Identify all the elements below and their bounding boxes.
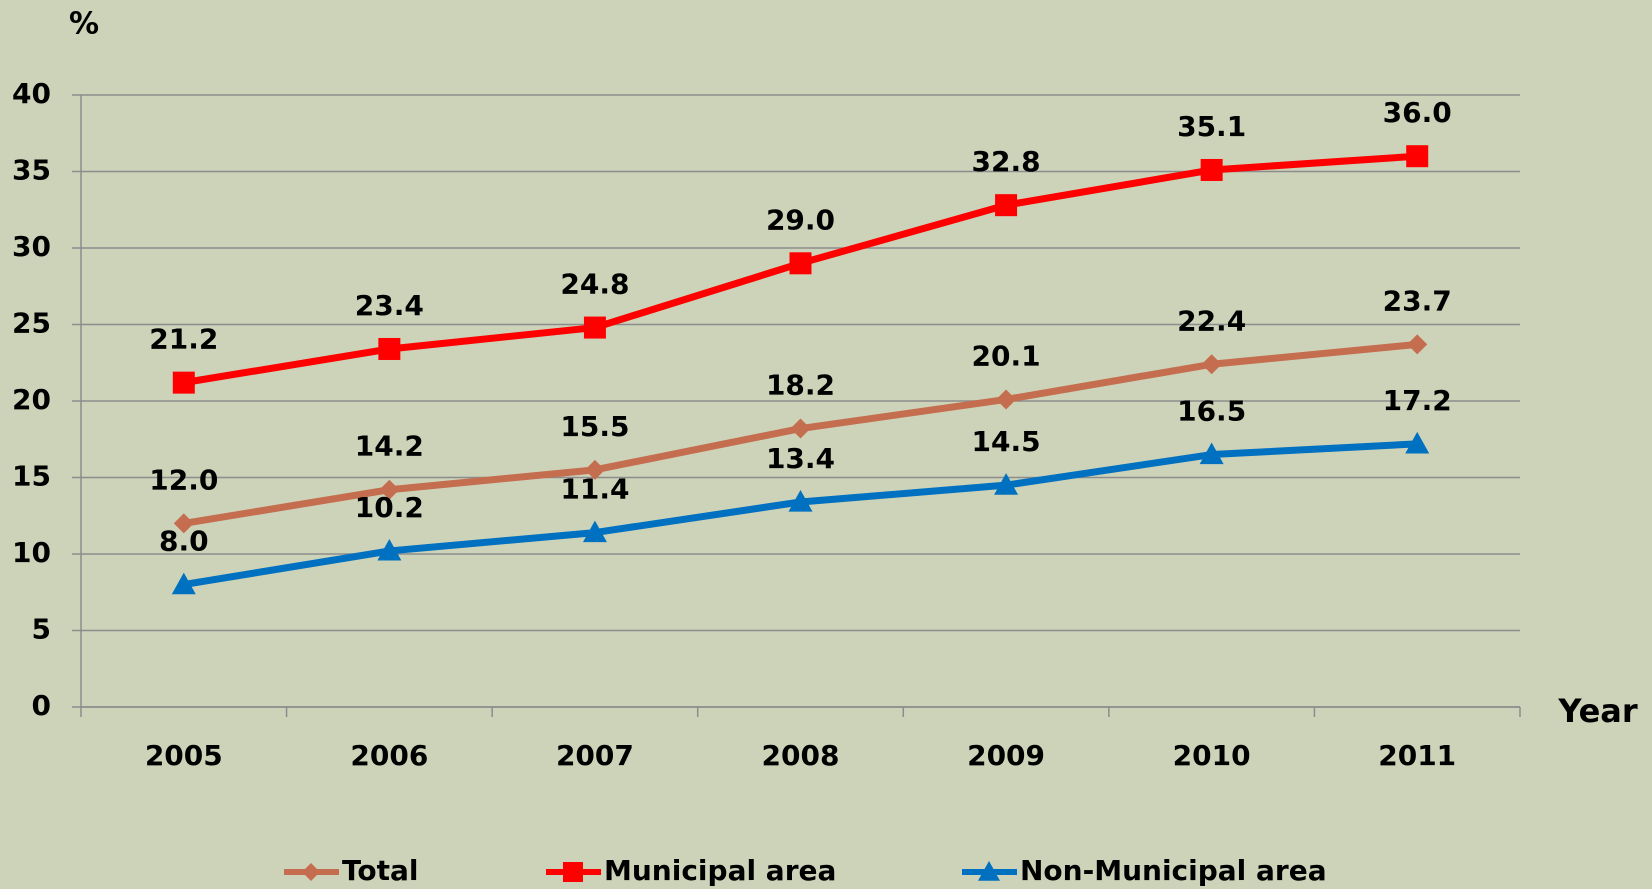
data-point: [583, 316, 606, 339]
y-axis-label: %: [69, 7, 99, 42]
data-point: [789, 252, 812, 275]
legend-marker: [302, 863, 320, 881]
data-label: 35.1: [1177, 110, 1246, 143]
data-point: [788, 489, 813, 512]
x-tick-label: 2011: [1378, 739, 1456, 772]
x-tick-label: 2005: [145, 739, 223, 772]
legend-marker: [563, 862, 583, 882]
data-point: [995, 194, 1018, 217]
y-tick-label: 10: [12, 536, 51, 569]
data-point: [1199, 442, 1224, 465]
data-label: 16.5: [1177, 395, 1246, 428]
data-label: 29.0: [766, 203, 835, 236]
data-label: 21.2: [149, 323, 218, 356]
legend-label: Non-Municipal area: [1020, 854, 1327, 887]
x-tick-label: 2010: [1173, 739, 1251, 772]
y-tick-label: 30: [12, 230, 51, 263]
y-tick-label: 35: [12, 154, 51, 187]
data-label: 17.2: [1383, 384, 1452, 417]
x-axis-label: Year: [1557, 692, 1638, 730]
data-label: 24.8: [560, 268, 629, 301]
data-point: [172, 371, 195, 394]
y-tick-label: 40: [12, 77, 51, 110]
data-label: 20.1: [972, 339, 1041, 372]
data-point: [1201, 354, 1222, 375]
data-label: 12.0: [149, 463, 218, 496]
data-label: 14.5: [972, 425, 1041, 458]
data-point: [378, 337, 401, 360]
data-label: 8.0: [159, 525, 209, 558]
data-point: [582, 520, 607, 543]
data-point: [171, 572, 196, 595]
x-tick-label: 2008: [762, 739, 840, 772]
y-tick-label: 25: [12, 307, 51, 340]
y-tick-label: 15: [12, 460, 51, 493]
data-point: [996, 389, 1017, 410]
data-point: [173, 513, 194, 534]
data-point: [379, 479, 400, 500]
data-label: 32.8: [972, 145, 1041, 178]
data-label: 10.2: [355, 491, 424, 524]
legend-label: Municipal area: [604, 854, 836, 887]
y-tick-label: 0: [32, 689, 51, 722]
data-label: 22.4: [1177, 304, 1246, 337]
data-label: 23.7: [1383, 284, 1452, 317]
data-point: [994, 473, 1019, 495]
data-label: 18.2: [766, 369, 835, 402]
data-label: 13.4: [766, 442, 835, 475]
data-label: 23.4: [355, 289, 424, 322]
legend-label: Total: [342, 854, 419, 887]
data-label: 11.4: [560, 473, 629, 506]
x-tick-label: 2007: [556, 739, 634, 772]
data-label: 14.2: [355, 430, 424, 463]
data-point: [584, 459, 605, 480]
data-label: 36.0: [1383, 96, 1452, 129]
legend-marker: [978, 861, 1000, 881]
data-point: [1405, 431, 1430, 454]
data-point: [790, 418, 811, 439]
y-tick-label: 5: [32, 613, 51, 646]
data-point: [1407, 334, 1428, 355]
data-point: [1406, 145, 1429, 168]
data-point: [1200, 158, 1223, 181]
data-label: 15.5: [560, 410, 629, 443]
y-tick-label: 20: [12, 383, 51, 416]
x-tick-label: 2006: [350, 739, 428, 772]
data-point: [377, 538, 402, 561]
x-tick-label: 2009: [967, 739, 1045, 772]
